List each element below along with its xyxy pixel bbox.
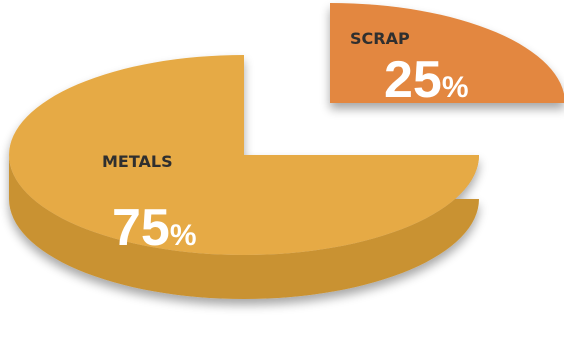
slice-value-scrap-number: 25	[384, 51, 442, 109]
pie-slice-scrap-top	[330, 3, 564, 103]
pie-slice-metals-top	[9, 55, 479, 255]
slice-value-metals-number: 75	[112, 199, 170, 257]
slice-value-metals-sign: %	[170, 219, 197, 252]
slice-label-scrap: SCRAP	[350, 29, 410, 48]
slice-label-metals: METALS	[102, 152, 173, 171]
pie-slice-metals	[9, 55, 479, 299]
slice-value-scrap: 25%	[384, 51, 469, 109]
slice-value-scrap-sign: %	[442, 71, 469, 104]
pie-slice-scrap	[330, 3, 564, 103]
slice-value-metals: 75%	[112, 199, 197, 257]
